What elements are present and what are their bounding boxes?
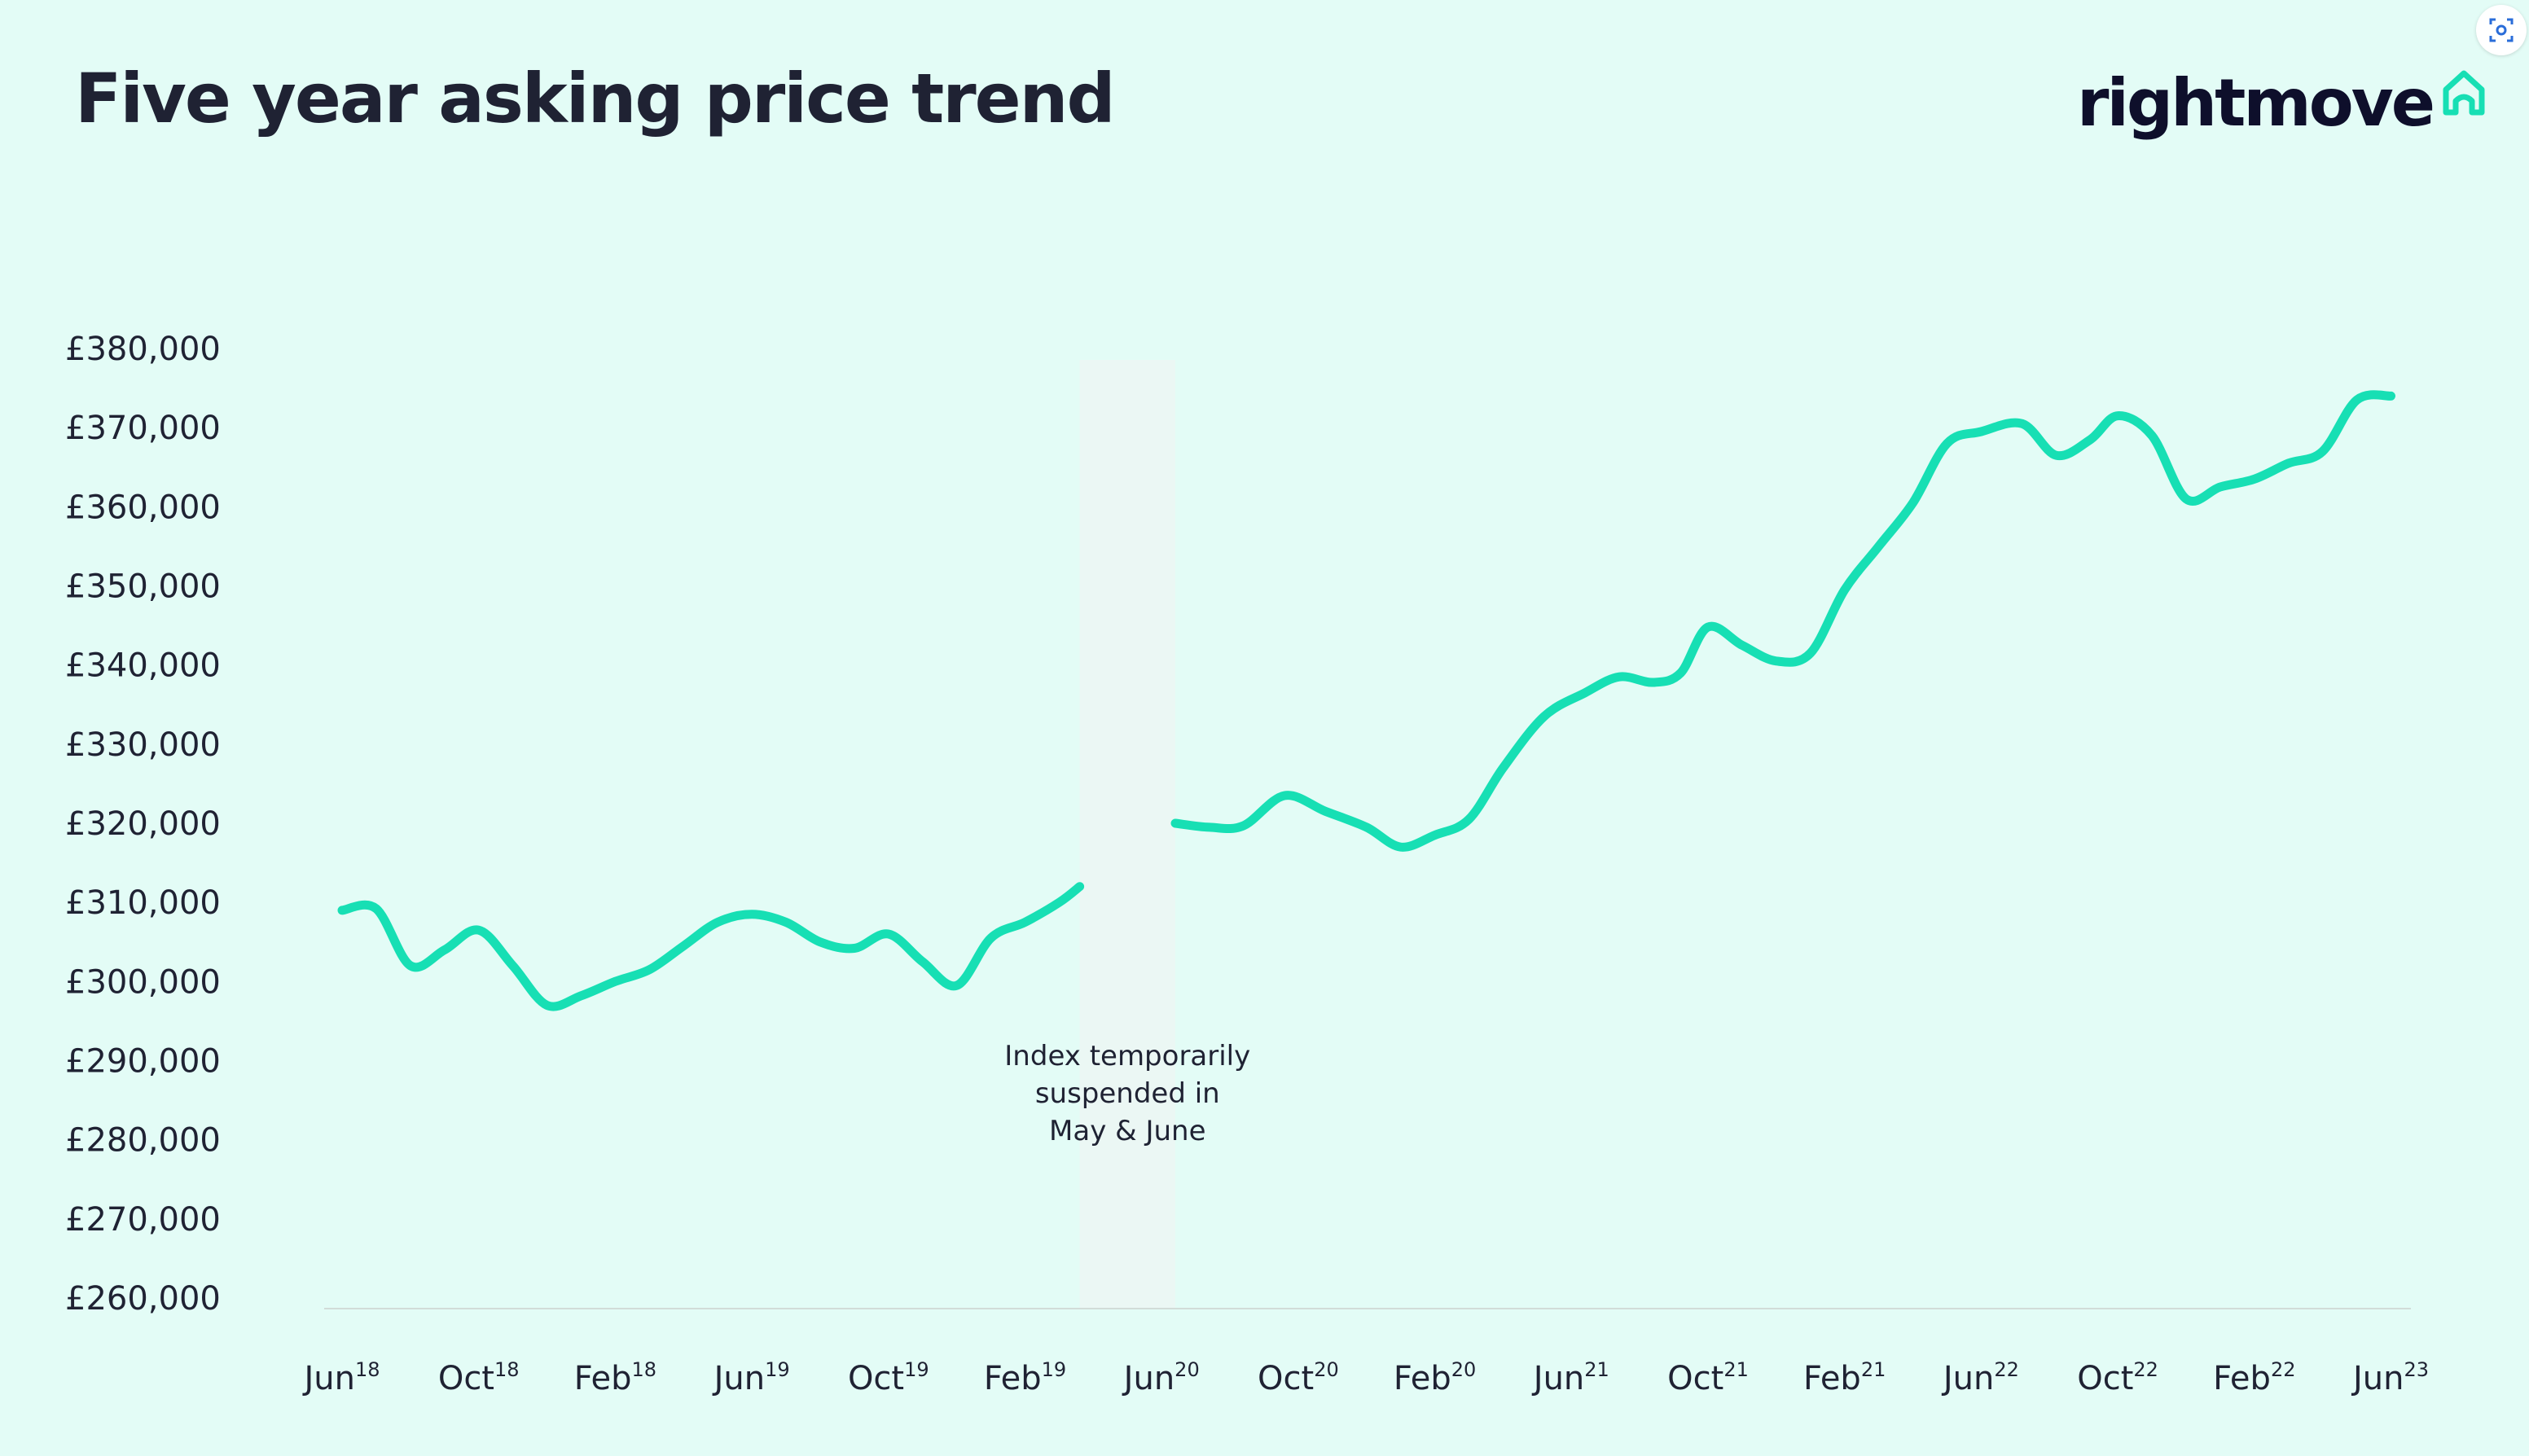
x-tick-label: Oct19	[848, 1358, 929, 1397]
x-tick-label: Feb18	[574, 1358, 656, 1397]
y-tick-label: £310,000	[65, 884, 221, 922]
x-tick-label: Oct22	[2077, 1358, 2158, 1397]
y-tick-label: £360,000	[65, 489, 221, 526]
x-tick-label: Jun20	[1122, 1358, 1200, 1397]
y-axis: £380,000 £370,000 £360,000 £350,000 £340,000…	[65, 331, 221, 1318]
house-outline-icon	[2443, 70, 2485, 116]
rightmove-logo[interactable]: rightmove	[2077, 65, 2488, 155]
logo-text: rightmove	[2077, 65, 2435, 141]
chart-title: Five year asking price trend	[75, 59, 1116, 138]
y-tick-label: £300,000	[65, 963, 221, 1001]
y-tick-label: £280,000	[65, 1122, 221, 1160]
x-tick-label: Feb21	[1803, 1358, 1886, 1397]
series-lines	[337, 390, 2395, 1011]
x-tick-label: Jun23	[2351, 1358, 2429, 1397]
annotation-line: suspended in	[1035, 1077, 1220, 1110]
x-tick-label: Jun19	[712, 1358, 790, 1397]
annotation-line: Index temporarily	[1004, 1040, 1250, 1072]
y-tick-label: £340,000	[65, 647, 221, 685]
y-tick-label: £320,000	[65, 805, 221, 843]
x-tick-label: Feb20	[1394, 1358, 1476, 1397]
y-tick-label: £380,000	[65, 331, 221, 368]
series-line	[337, 882, 1085, 1011]
suspended-period-band	[1079, 360, 1175, 1309]
x-tick-label: Feb19	[984, 1358, 1066, 1397]
y-tick-label: £290,000	[65, 1043, 221, 1081]
x-tick-label: Feb22	[2213, 1358, 2295, 1397]
x-tick-label: Oct20	[1258, 1358, 1339, 1397]
screen-capture-icon[interactable]	[2476, 5, 2527, 55]
y-tick-label: £260,000	[65, 1280, 221, 1318]
x-tick-label: Jun18	[301, 1358, 380, 1397]
x-tick-label: Oct21	[1667, 1358, 1749, 1397]
x-tick-label: Jun22	[1941, 1358, 2019, 1397]
y-tick-label: £370,000	[65, 410, 221, 447]
series-line	[1170, 390, 2395, 852]
suspension-annotation: Index temporarily suspended in May & June	[1004, 1040, 1250, 1147]
annotation-line: May & June	[1049, 1115, 1205, 1147]
x-axis: Jun18 Oct18 Feb18 Jun19 Oct19 Feb19 Jun20 Oct20…	[301, 1358, 2429, 1397]
x-tick-label: Oct18	[438, 1358, 520, 1397]
y-tick-label: £330,000	[65, 726, 221, 764]
x-tick-label: Jun21	[1531, 1358, 1609, 1397]
y-tick-label: £270,000	[65, 1201, 221, 1239]
y-tick-label: £350,000	[65, 568, 221, 606]
